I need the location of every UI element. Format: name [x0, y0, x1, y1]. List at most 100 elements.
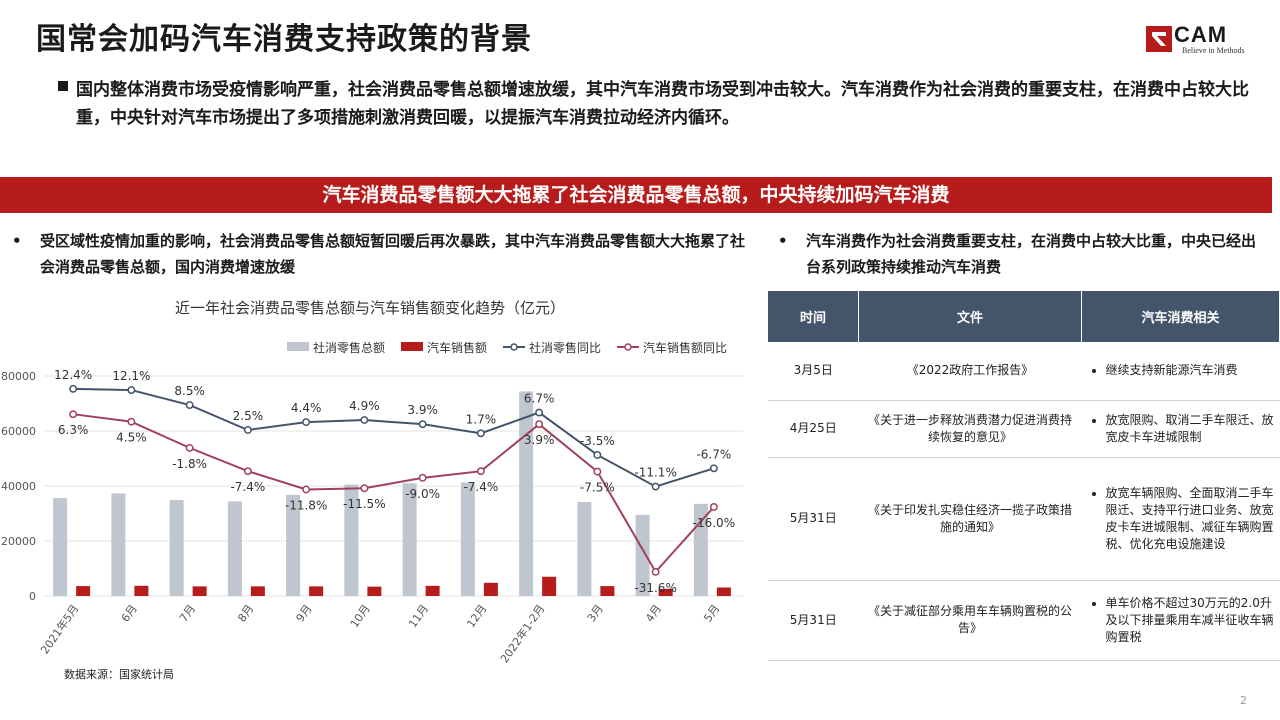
table-row: 5月31日 《关于减征部分乘用车车辆购置税的公告》 单车价格不超过30万元的2.… — [768, 580, 1280, 661]
retail-yoy-point — [535, 408, 544, 417]
x-tick-label: 11月 — [406, 602, 431, 630]
retail-yoy-label: 3.9% — [407, 403, 438, 417]
retail-total-bar — [693, 503, 708, 596]
retail-total-bar — [227, 501, 242, 596]
auto-yoy-point — [302, 485, 311, 494]
row-item: 放宽车辆限购、全面取消二手车限迁、支持平行进口业务、放宽皮卡车进城限制、减征车辆… — [1106, 485, 1276, 553]
x-tick-label: 8月 — [235, 602, 256, 624]
table-row: 5月31日 《关于印发扎实稳住经济一揽子政策措施的通知》 放宽车辆限购、全面取消… — [768, 457, 1280, 581]
y-tick-label: 40000 — [1, 480, 36, 493]
auto-sales-bar — [483, 582, 498, 596]
trend-chart: 0 20000 40000 60000 80000 12.4% 12.1% 8.5% 2.5% 4… — [1, 340, 743, 665]
legend-swatch — [401, 342, 423, 351]
legend-swatch — [287, 342, 309, 351]
retail-total-bar — [460, 482, 475, 596]
auto-yoy-point — [243, 467, 252, 476]
retail-yoy-point — [360, 416, 369, 424]
retail-yoy-point — [243, 426, 252, 434]
row-items: 单车价格不超过30万元的2.0升及以下排量乘用车减半征收车辆购置税 — [1081, 580, 1280, 661]
section-banner: 汽车消费品零售额大大拖累了社会消费品零售总额，中央持续加码汽车消费 — [0, 177, 1272, 213]
auto-yoy-point — [127, 417, 136, 426]
right-bullet: • 汽车消费作为社会消费重要支柱，在消费中占较大比重，中央已经出台系列政策持续推… — [778, 228, 1258, 280]
retail-yoy-point — [651, 482, 660, 491]
logo-subtitle: Believe in Methods — [1182, 46, 1245, 55]
auto-yoy-label: -7.5% — [580, 481, 615, 495]
page-number: 2 — [1240, 694, 1247, 707]
retail-yoy-label: 12.4% — [54, 368, 92, 382]
x-tick-label: 10月 — [348, 602, 373, 630]
retail-yoy-label: 4.4% — [291, 401, 322, 415]
x-tick-label: 5月 — [701, 602, 722, 624]
legend-label: 社消零售同比 — [529, 340, 601, 355]
auto-yoy-point — [535, 420, 544, 429]
auto-yoy-label: -11.5% — [343, 497, 385, 511]
auto-yoy-label: -1.8% — [172, 457, 207, 471]
y-tick-label: 0 — [29, 590, 36, 603]
retail-yoy-label: 4.9% — [349, 399, 380, 413]
x-tick-label: 12月 — [464, 602, 489, 630]
intro-text: 国内整体消费市场受疫情影响严重，社会消费品零售总额增速放缓，其中汽车消费市场受到… — [76, 80, 1249, 128]
table-row: 4月25日 《关于进一步释放消费潜力促进消费持续恢复的意见》 放宽限购、取消二手… — [768, 400, 1280, 458]
bullet-dot: • — [12, 232, 22, 250]
auto-yoy-point — [593, 467, 602, 476]
auto-yoy-point — [418, 473, 427, 482]
auto-sales-bar — [134, 585, 149, 596]
left-bullet: • 受区域性疫情加重的影响，社会消费品零售总额短暂回暖后再次暴跌，其中汽车消费品… — [12, 228, 752, 280]
header-document: 文件 — [858, 291, 1082, 342]
retail-total-bar — [169, 500, 184, 596]
auto-yoy-label: -7.4% — [463, 480, 498, 494]
auto-yoy-label: 4.5% — [116, 431, 147, 445]
row-date: 3月5日 — [768, 342, 859, 401]
auto-yoy-label: -16.0% — [693, 516, 735, 530]
auto-yoy-point — [360, 484, 369, 493]
auto-yoy-point — [709, 503, 718, 511]
retail-total-bar — [53, 498, 68, 596]
auto-yoy-label: -9.0% — [405, 487, 440, 501]
x-tick-label: 2021年5月 — [37, 602, 81, 657]
intro-paragraph: 国内整体消费市场受疫情影响严重，社会消费品零售总额增速放缓，其中汽车消费市场受到… — [58, 76, 1258, 132]
row-item: 放宽限购、取消二手车限迁、放宽皮卡车进城限制 — [1106, 412, 1276, 446]
row-item: 继续支持新能源汽车消费 — [1106, 362, 1276, 379]
policy-table: 时间 文件 汽车消费相关 3月5日 《2022政府工作报告》 继续支持新能源汽车… — [768, 291, 1280, 661]
retail-yoy-point — [302, 418, 311, 427]
retail-yoy-line — [73, 387, 715, 488]
row-document: 《2022政府工作报告》 — [858, 342, 1082, 401]
row-item: 单车价格不超过30万元的2.0升及以下排量乘用车减半征收车辆购置税 — [1106, 595, 1276, 646]
auto-yoy-label: 6.3% — [58, 423, 89, 437]
header-date: 时间 — [768, 291, 859, 342]
retail-yoy-label: 6.7% — [524, 392, 555, 406]
y-tick-label: 60000 — [1, 425, 36, 438]
auto-yoy-point — [69, 410, 78, 419]
legend-label: 社消零售总额 — [313, 340, 385, 355]
retail-yoy-point — [418, 420, 427, 429]
auto-sales-bar — [250, 586, 265, 596]
retail-yoy-point — [69, 384, 78, 393]
x-tick-label: 9月 — [294, 602, 315, 624]
row-date: 4月25日 — [768, 400, 859, 458]
row-date: 5月31日 — [768, 580, 859, 661]
retail-yoy-label: 8.5% — [174, 384, 205, 398]
auto-sales-bar — [716, 587, 731, 596]
row-document: 《关于减征部分乘用车车辆购置税的公告》 — [858, 580, 1082, 661]
row-date: 5月31日 — [768, 457, 859, 581]
retail-yoy-point — [185, 401, 194, 409]
x-tick-label: 3月 — [585, 602, 606, 624]
retail-yoy-point — [593, 451, 602, 459]
retail-yoy-label: 12.1% — [112, 369, 150, 383]
x-tick-label: 7月 — [177, 602, 198, 624]
auto-sales-bar — [309, 586, 324, 596]
retail-yoy-point — [127, 386, 136, 395]
chart-title: 近一年社会消费品零售总额与汽车销售额变化趋势（亿元） — [174, 299, 565, 317]
cam-logo-icon — [1146, 26, 1172, 52]
square-bullet-icon — [58, 81, 68, 91]
retail-total-bar — [286, 494, 301, 596]
retail-total-bar — [577, 501, 592, 596]
auto-sales-bar — [425, 585, 440, 596]
row-document: 《关于进一步释放消费潜力促进消费持续恢复的意见》 — [858, 400, 1082, 458]
x-tick-label: 4月 — [643, 602, 664, 624]
table-row: 3月5日 《2022政府工作报告》 继续支持新能源汽车消费 — [768, 342, 1280, 401]
logo-text: CAM — [1174, 22, 1228, 47]
retail-total-bar — [402, 483, 417, 596]
row-document: 《关于印发扎实稳住经济一揽子政策措施的通知》 — [858, 457, 1082, 581]
auto-yoy-label: -11.8% — [285, 498, 327, 512]
